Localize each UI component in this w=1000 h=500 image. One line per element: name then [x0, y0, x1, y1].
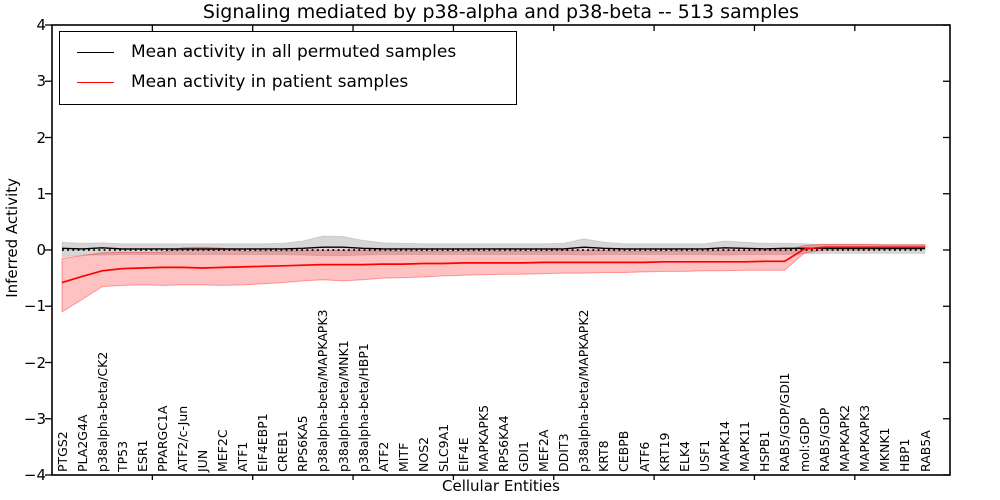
y-tick-label: 0: [36, 241, 46, 259]
x-tick-label: MAPK11: [736, 421, 752, 472]
y-tick-label: −1: [23, 297, 46, 316]
x-tick-label: p38alpha-beta/MAPKAPK3: [315, 309, 331, 473]
x-tick-label: ATF1: [235, 441, 251, 472]
x-tick-label: ATF2/c-Jun: [174, 405, 190, 472]
x-tick-label: HBP1: [897, 438, 913, 472]
legend-item-patient: Mean activity in patient samples: [60, 67, 516, 97]
y-tick-label: −3: [23, 409, 46, 428]
x-tick-label: RPS6KA5: [295, 415, 311, 472]
y-tick-label: −2: [23, 353, 46, 372]
x-tick-label: mol:GDP: [797, 417, 813, 472]
x-tick-label: NOS2: [415, 436, 431, 472]
patient-mean-line: [61, 246, 925, 284]
x-tick-label: PPARGC1A: [154, 405, 170, 472]
x-tick-label: MITF: [395, 442, 411, 472]
x-tick-label: CEBPB: [616, 430, 632, 472]
x-tick-label: MEF2C: [215, 429, 231, 472]
x-tick-label: MAPK14: [716, 421, 732, 472]
x-tick-label: p38alpha-beta/HBP1: [355, 343, 371, 472]
x-tick-label: PLA2G4A: [74, 414, 90, 472]
x-tick-label: p38alpha-beta/MAPKAPK2: [576, 309, 592, 473]
x-tick-label: USF1: [696, 439, 712, 472]
x-tick-label: p38alpha-beta/MNK1: [335, 340, 351, 472]
x-tick-label: RPS6KA4: [496, 415, 512, 472]
x-tick-label: CREB1: [275, 430, 291, 472]
x-tick-label: HSPB1: [756, 430, 772, 472]
legend-item-permuted: Mean activity in all permuted samples: [60, 37, 516, 67]
x-tick-label: PTGS2: [54, 431, 70, 472]
x-axis-label: Cellular Entities: [442, 477, 560, 495]
x-tick-label: ELK4: [676, 440, 692, 472]
legend: Mean activity in all permuted samples Me…: [59, 31, 517, 105]
x-tick-label: ESR1: [134, 439, 150, 472]
legend-label-patient: Mean activity in patient samples: [131, 72, 409, 92]
x-tick-label: SLC9A1: [435, 423, 451, 472]
x-tick-label: KRT19: [656, 432, 672, 472]
x-tick-label: MAPKAPK5: [476, 404, 491, 472]
legend-line-permuted-icon: [77, 51, 114, 53]
x-tick-label: RAB5/GDP/GDI1: [777, 372, 793, 472]
permuted-band: [61, 235, 926, 258]
x-tick-label: RAB5/GDP: [817, 407, 833, 472]
x-tick-label: MAPKAPK2: [837, 404, 853, 472]
x-tick-label: MEF2A: [536, 429, 552, 472]
legend-label-permuted: Mean activity in all permuted samples: [131, 42, 457, 62]
y-tick-label: 4: [36, 16, 46, 34]
y-tick-label: −4: [23, 466, 46, 484]
x-tick-label: TP53: [114, 440, 130, 472]
x-tick-label: ATF6: [636, 441, 652, 472]
x-tick-label: ATF2: [375, 441, 391, 472]
x-tick-label: MKNK1: [877, 427, 893, 472]
legend-line-patient-icon: [77, 81, 114, 83]
x-tick-label: RAB5A: [917, 430, 933, 472]
x-tick-label: MAPKAPK3: [857, 404, 873, 472]
chart-title: Signaling mediated by p38-alpha and p38-…: [202, 1, 800, 23]
x-tick-label: DDIT3: [556, 433, 572, 472]
y-tick-label: 3: [36, 72, 46, 91]
y-tick-label: 1: [36, 184, 46, 203]
permuted-mean-line: [61, 246, 925, 250]
x-tick-label: EIF4EBP1: [255, 413, 271, 472]
x-tick-label: p38alpha-beta/CK2: [94, 351, 110, 472]
y-tick-label: 2: [36, 128, 46, 147]
x-tick-label: GDI1: [516, 441, 532, 472]
x-tick-label: KRT8: [596, 440, 612, 472]
x-tick-label: JUN: [195, 449, 211, 472]
x-tick-label: EIF4E: [455, 437, 471, 472]
